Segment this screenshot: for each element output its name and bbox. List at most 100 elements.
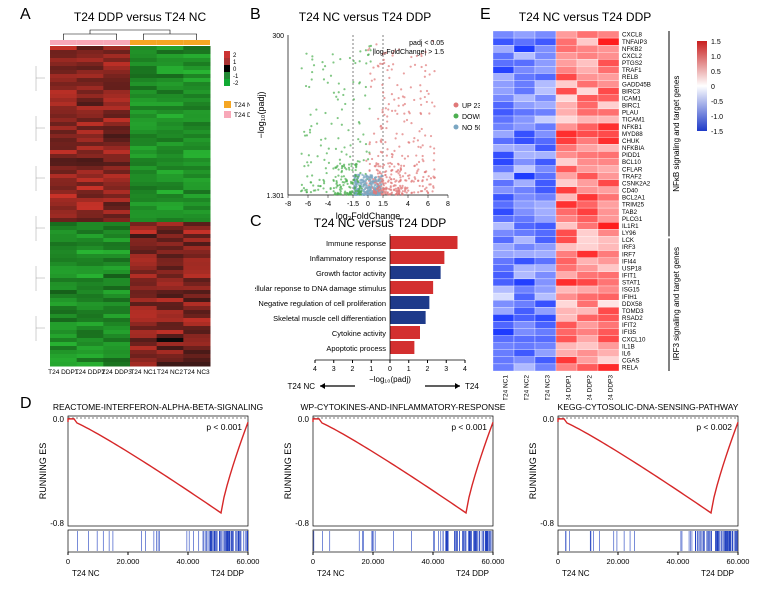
svg-text:USP18: USP18	[622, 265, 642, 272]
svg-text:RELB: RELB	[622, 74, 638, 81]
svg-text:4: 4	[406, 201, 410, 208]
svg-text:-0.5: -0.5	[711, 99, 723, 106]
svg-text:T24 DDP1: T24 DDP1	[566, 375, 573, 400]
svg-text:|log₂FoldChange| > 1.5: |log₂FoldChange| > 1.5	[372, 49, 444, 56]
svg-text:CSNK2A2: CSNK2A2	[622, 180, 651, 187]
svg-text:2: 2	[233, 53, 237, 59]
svg-text:T24 DDP: T24 DDP	[211, 569, 244, 578]
svg-text:20.000: 20.000	[607, 557, 630, 566]
svg-text:Immune response: Immune response	[326, 239, 386, 248]
svg-text:4: 4	[313, 366, 317, 373]
svg-text:T24 NC3: T24 NC3	[184, 369, 210, 376]
svg-text:-8: -8	[285, 201, 291, 208]
panel-a-label: A	[20, 6, 31, 24]
svg-text:T24 NC: T24 NC	[72, 569, 100, 578]
svg-text:-1.5: -1.5	[711, 129, 723, 136]
svg-text:IRF3 signaling and target gene: IRF3 signaling and target genes	[672, 247, 681, 360]
svg-text:-1: -1	[233, 74, 239, 80]
svg-text:GADD45B: GADD45B	[622, 81, 651, 88]
svg-text:1.301: 1.301	[266, 193, 284, 200]
svg-text:p < 0.002: p < 0.002	[696, 422, 732, 432]
svg-text:TOMD3: TOMD3	[622, 308, 644, 315]
svg-text:T24 NC3: T24 NC3	[545, 375, 552, 400]
svg-text:p < 0.001: p < 0.001	[451, 422, 487, 432]
panel-b-label: B	[250, 6, 261, 24]
svg-text:0.0: 0.0	[53, 415, 65, 424]
panel-a-title: T24 DDP versus T24 NC	[60, 10, 220, 24]
svg-text:NO 505: NO 505	[462, 125, 480, 132]
svg-text:3: 3	[444, 366, 448, 373]
svg-text:T24 NC: T24 NC	[317, 569, 345, 578]
svg-text:-2: -2	[233, 81, 239, 87]
svg-text:20.000: 20.000	[117, 557, 140, 566]
svg-text:-0.8: -0.8	[50, 519, 64, 528]
svg-text:0.0: 0.0	[543, 415, 555, 424]
svg-text:RUNNING ES: RUNNING ES	[38, 443, 48, 500]
svg-text:−log₁₀(padj): −log₁₀(padj)	[256, 91, 266, 138]
svg-text:CGAS: CGAS	[622, 358, 640, 365]
svg-text:DOWN 129: DOWN 129	[462, 114, 480, 121]
svg-text:Skeletal muscle cell different: Skeletal muscle cell differentiation	[273, 314, 386, 323]
svg-text:p < 0.001: p < 0.001	[206, 422, 242, 432]
svg-text:RELA: RELA	[622, 365, 639, 372]
svg-text:6: 6	[426, 201, 430, 208]
svg-text:CHUK: CHUK	[622, 138, 640, 145]
svg-text:T24 NC: T24 NC	[287, 382, 315, 391]
svg-text:Cytokine activity: Cytokine activity	[332, 329, 386, 338]
svg-text:1: 1	[369, 366, 373, 373]
svg-text:CXCL2: CXCL2	[622, 53, 643, 60]
svg-text:CXCL8: CXCL8	[622, 32, 643, 39]
svg-text:T24 NC1: T24 NC1	[503, 375, 510, 400]
panel-e-heatmap: CXCL8TNFAIP3NFKB2CXCL2PTGS2TRAF1RELBGADD…	[485, 25, 765, 400]
svg-text:40.000: 40.000	[667, 557, 690, 566]
svg-text:0: 0	[66, 557, 70, 566]
svg-text:60.000: 60.000	[482, 557, 505, 566]
svg-text:-4: -4	[325, 201, 331, 208]
svg-text:0: 0	[556, 557, 560, 566]
panel-c-bar: Immune responseInflammatory responseGrow…	[255, 230, 480, 395]
svg-text:T24 NC2: T24 NC2	[524, 375, 531, 400]
panel-e-title: T24 NC versus T24 DDP	[505, 10, 665, 24]
svg-text:T24 DDP: T24 DDP	[701, 569, 734, 578]
svg-text:KEGG-CYTOSOLIC-DNA-SENSING-PAT: KEGG-CYTOSOLIC-DNA-SENSING-PATHWAY	[558, 402, 739, 412]
svg-text:-6: -6	[305, 201, 311, 208]
svg-text:2: 2	[351, 366, 355, 373]
svg-text:T24 NC1: T24 NC1	[130, 369, 156, 376]
svg-text:T24 NC: T24 NC	[234, 102, 250, 109]
svg-text:IFIT1: IFIT1	[622, 273, 637, 280]
svg-text:NFκB signaling and target gene: NFκB signaling and target genes	[672, 76, 681, 192]
panel-d-gsea: REACTOME-INTERFERON-ALPHA-BETA-SIGNALING…	[20, 398, 765, 598]
svg-text:40.000: 40.000	[422, 557, 445, 566]
svg-text:IL1R1: IL1R1	[622, 223, 639, 230]
svg-text:T24 DDP: T24 DDP	[465, 382, 480, 391]
svg-text:Growth factor activity: Growth factor activity	[316, 269, 386, 278]
svg-text:REACTOME-INTERFERON-ALPHA-BETA: REACTOME-INTERFERON-ALPHA-BETA-SIGNALING	[53, 402, 263, 412]
svg-text:0: 0	[233, 67, 237, 73]
svg-text:T24 NC: T24 NC	[562, 569, 590, 578]
svg-text:Negative regulation of cell pr: Negative regulation of cell proliferatio…	[258, 299, 386, 308]
svg-text:IFI44: IFI44	[622, 258, 637, 265]
svg-text:3: 3	[332, 366, 336, 373]
svg-text:DDX58: DDX58	[622, 301, 643, 308]
svg-text:T24 DDP3: T24 DDP3	[101, 369, 132, 376]
svg-text:1: 1	[233, 60, 237, 66]
svg-text:PLCG1: PLCG1	[622, 216, 643, 223]
svg-text:0: 0	[388, 366, 392, 373]
svg-text:IFIT2: IFIT2	[622, 322, 637, 329]
svg-text:RUNNING ES: RUNNING ES	[528, 443, 538, 500]
svg-text:PLAU: PLAU	[622, 110, 638, 117]
panel-e-label: E	[480, 6, 491, 24]
svg-text:ISG15: ISG15	[622, 287, 640, 294]
svg-text:IRF7: IRF7	[622, 251, 636, 258]
svg-text:PIDD1: PIDD1	[622, 152, 641, 159]
svg-text:TRIM25: TRIM25	[622, 202, 645, 209]
svg-text:TNFAIP3: TNFAIP3	[622, 39, 648, 46]
svg-text:LCK: LCK	[622, 237, 635, 244]
svg-text:CXCL10: CXCL10	[622, 336, 646, 343]
panel-b-volcano: -8-6-4-1.501.54683001.301log₂FoldChange−…	[250, 25, 480, 220]
svg-text:-1.5: -1.5	[347, 201, 359, 208]
svg-text:-1.0: -1.0	[711, 114, 723, 121]
svg-text:1.5: 1.5	[378, 201, 388, 208]
svg-text:NFKB2: NFKB2	[622, 46, 643, 53]
svg-text:CFLAR: CFLAR	[622, 166, 643, 173]
